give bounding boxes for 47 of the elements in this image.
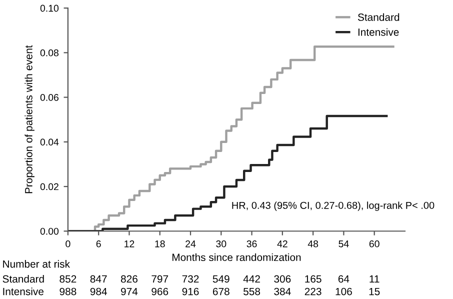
x-axis-title: Months since randomization <box>172 253 301 262</box>
text: 826 <box>120 275 138 283</box>
text: 916 <box>182 288 199 296</box>
y-tick-label: 0.00 <box>40 228 59 235</box>
text: 64 <box>338 275 350 283</box>
x-tick-label: 18 <box>155 240 165 248</box>
y-tick-label: 0.10 <box>40 4 59 12</box>
text: 106 <box>336 288 352 296</box>
text: 678 <box>212 288 230 296</box>
annotation: HR, 0.43 (95% CI, 0.27-0.68), log-rank P< .00 <box>232 202 434 211</box>
text: Number at risk <box>3 260 70 268</box>
x-tick-label: 60 <box>369 240 380 248</box>
text: Intensive <box>3 288 44 296</box>
x-tick-label: 42 <box>277 240 288 248</box>
text: 984 <box>90 288 107 296</box>
y-tick-label: 0.08 <box>40 49 58 56</box>
text: 11 <box>370 275 380 283</box>
y-tick-label: 0.04 <box>40 138 59 146</box>
text: 15 <box>369 288 380 296</box>
y-tick-label: 0.06 <box>40 94 58 101</box>
text: 549 <box>212 275 230 283</box>
y-axis-title: Proportion of patients with event <box>24 45 34 194</box>
text: Standard <box>2 275 44 283</box>
legend-label: Standard <box>358 13 400 21</box>
text: 165 <box>305 275 322 283</box>
x-tick-label: 12 <box>124 240 134 248</box>
x-tick-label: 30 <box>216 240 226 248</box>
y-tick-label: 0.02 <box>40 183 58 190</box>
text: 852 <box>60 275 76 283</box>
x-tick-label: 48 <box>308 240 318 248</box>
text: 974 <box>121 288 138 296</box>
text: 988 <box>60 288 76 296</box>
text: 558 <box>244 288 260 296</box>
x-tick-label: 36 <box>246 240 257 248</box>
text: 306 <box>274 275 291 283</box>
x-tick-label: 0 <box>66 240 70 248</box>
x-tick-label: 54 <box>338 240 349 248</box>
text: 223 <box>304 288 322 296</box>
text: 797 <box>152 275 168 283</box>
text: 966 <box>152 288 168 296</box>
x-tick-label: 6 <box>96 240 101 248</box>
legend-label: Intensive <box>358 28 399 36</box>
x-tick-label: 24 <box>186 240 196 248</box>
text: 442 <box>243 275 260 283</box>
text: 384 <box>274 288 291 296</box>
text: 847 <box>90 275 107 283</box>
text: 732 <box>182 275 199 283</box>
